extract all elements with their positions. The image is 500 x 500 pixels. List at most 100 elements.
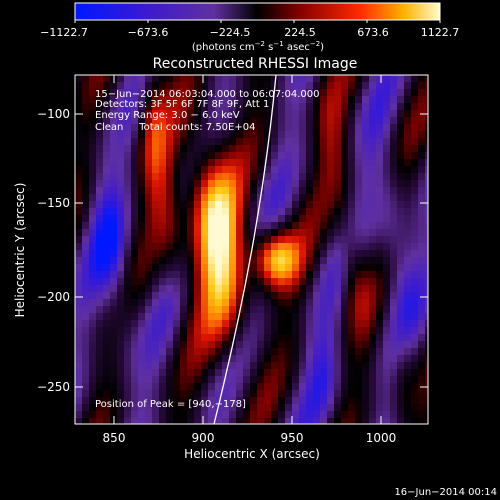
image-pixel [194, 236, 202, 244]
image-pixel [306, 362, 314, 370]
image-pixel [187, 229, 195, 237]
image-pixel [327, 390, 335, 398]
image-pixel [397, 236, 405, 244]
image-pixel [75, 75, 83, 83]
image-pixel [257, 236, 265, 244]
image-pixel [306, 278, 314, 286]
image-pixel [110, 369, 118, 377]
image-pixel [383, 334, 391, 342]
image-pixel [327, 82, 335, 90]
image-pixel [229, 96, 237, 104]
image-pixel [194, 75, 202, 83]
image-pixel [369, 411, 377, 419]
image-pixel [145, 103, 153, 111]
image-pixel [257, 201, 265, 209]
image-pixel [124, 306, 132, 314]
image-pixel [201, 271, 209, 279]
image-pixel [271, 173, 279, 181]
image-pixel [320, 96, 328, 104]
image-pixel [103, 201, 111, 209]
image-pixel [376, 103, 384, 111]
image-pixel [187, 348, 195, 356]
image-pixel [383, 159, 391, 167]
image-pixel [75, 187, 83, 195]
image-pixel [159, 250, 167, 258]
image-pixel [152, 285, 160, 293]
image-pixel [341, 173, 349, 181]
image-pixel [222, 376, 230, 384]
image-pixel [327, 418, 335, 424]
image-pixel [306, 348, 314, 356]
image-pixel [334, 278, 342, 286]
image-pixel [243, 404, 251, 412]
image-pixel [152, 166, 160, 174]
image-pixel [334, 75, 342, 83]
image-pixel [369, 75, 377, 83]
image-pixel [180, 418, 188, 424]
image-pixel [334, 96, 342, 104]
image-pixel [250, 201, 258, 209]
image-pixel [404, 96, 412, 104]
image-pixel [418, 271, 426, 279]
image-pixel [229, 397, 237, 405]
image-pixel [390, 271, 398, 279]
image-pixel [264, 362, 272, 370]
image-pixel [425, 292, 428, 300]
image-pixel [278, 215, 286, 223]
image-pixel [145, 215, 153, 223]
image-pixel [89, 306, 97, 314]
image-pixel [103, 187, 111, 195]
image-pixel [264, 397, 272, 405]
image-pixel [320, 404, 328, 412]
image-pixel [411, 341, 419, 349]
peak-position: Position of Peak = [940,−178] [95, 399, 246, 410]
image-pixel [397, 75, 405, 83]
image-pixel [229, 320, 237, 328]
image-pixel [173, 82, 181, 90]
image-pixel [404, 110, 412, 118]
image-pixel [166, 320, 174, 328]
image-pixel [173, 166, 181, 174]
image-pixel [341, 187, 349, 195]
image-pixel [152, 299, 160, 307]
image-pixel [96, 208, 104, 216]
image-pixel [341, 411, 349, 419]
image-pixel [418, 124, 426, 132]
image-pixel [131, 411, 139, 419]
image-pixel [236, 362, 244, 370]
image-pixel [159, 355, 167, 363]
image-pixel [271, 152, 279, 160]
image-pixel [418, 117, 426, 125]
image-pixel [271, 278, 279, 286]
image-pixel [75, 306, 83, 314]
image-pixel [418, 215, 426, 223]
image-pixel [320, 299, 328, 307]
image-pixel [348, 257, 356, 265]
image-pixel [145, 82, 153, 90]
image-pixel [222, 89, 230, 97]
image-pixel [229, 159, 237, 167]
image-pixel [404, 222, 412, 230]
image-pixel [173, 397, 181, 405]
image-pixel [89, 383, 97, 391]
image-pixel [208, 180, 216, 188]
image-pixel [145, 180, 153, 188]
image-pixel [418, 96, 426, 104]
image-pixel [369, 201, 377, 209]
image-pixel [222, 327, 230, 335]
image-pixel [404, 236, 412, 244]
image-pixel [110, 271, 118, 279]
image-pixel [355, 229, 363, 237]
image-pixel [411, 355, 419, 363]
image-pixel [96, 138, 104, 146]
image-pixel [194, 306, 202, 314]
image-pixel [159, 271, 167, 279]
image-pixel [397, 264, 405, 272]
image-pixel [194, 369, 202, 377]
image-pixel [369, 138, 377, 146]
image-pixel [306, 236, 314, 244]
image-pixel [166, 334, 174, 342]
image-pixel [355, 418, 363, 424]
image-pixel [124, 145, 132, 153]
image-pixel [96, 131, 104, 139]
